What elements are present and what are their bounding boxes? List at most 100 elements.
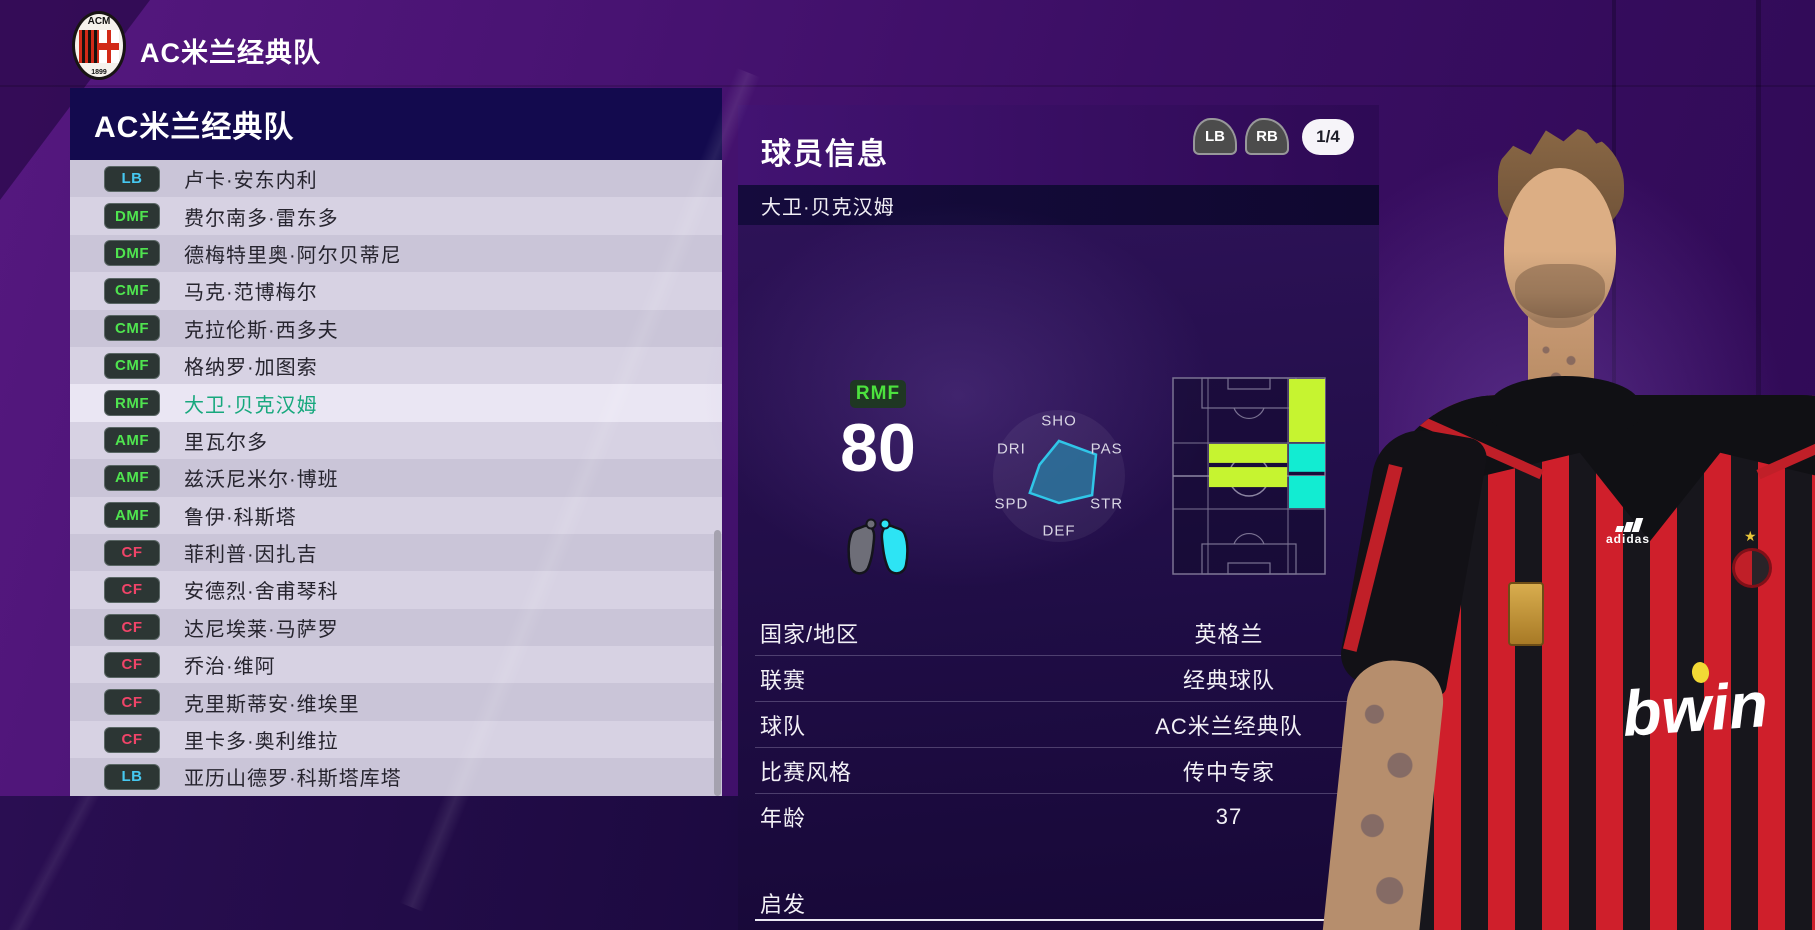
player-list-item[interactable]: LB 亚历山德罗·科斯塔库塔 bbox=[70, 758, 722, 796]
player-details-table: 国家/地区 英格兰 联赛 经典球队 球队 AC米兰经典队 比赛风格 传中专家 年龄 37 bbox=[755, 610, 1357, 840]
player-name-label: 里瓦尔多 bbox=[184, 431, 268, 454]
crest-cross bbox=[99, 30, 119, 63]
player-name-label: 里卡多·奥利维拉 bbox=[184, 731, 339, 754]
player-list-item[interactable]: DMF 德梅特里奥·阿尔贝蒂尼 bbox=[70, 234, 722, 273]
detail-value: 37 bbox=[1215, 804, 1243, 829]
position-zone bbox=[1289, 476, 1325, 509]
player-list-item[interactable]: AMF 里瓦尔多 bbox=[70, 421, 722, 460]
position-badge: DMF bbox=[104, 203, 160, 230]
detail-row: 联赛 经典球队 bbox=[755, 656, 1357, 702]
player-list-item[interactable]: CF 里卡多·奥利维拉 bbox=[70, 720, 722, 759]
position-badge: DMF bbox=[104, 240, 160, 267]
player-name-label: 兹沃尼米尔·博班 bbox=[184, 469, 339, 492]
jersey bbox=[1380, 395, 1815, 930]
player-name-label: 德梅特里奥·阿尔贝蒂尼 bbox=[184, 244, 402, 267]
player-name-label: 大卫·贝克汉姆 bbox=[184, 394, 318, 417]
divider bbox=[0, 85, 1815, 87]
crest-year-text: 1899 bbox=[91, 69, 107, 76]
position-zone bbox=[1289, 443, 1325, 472]
player-list-item[interactable]: DMF 费尔南多·雷东多 bbox=[70, 197, 722, 235]
position-badge: CMF bbox=[104, 277, 160, 304]
page-indicator: 1/4 bbox=[1302, 119, 1354, 155]
player-info-panel: 球员信息 LB RB 1/4 大卫·贝克汉姆 RMF 80 SHO PAS STR DE… bbox=[678, 105, 1379, 930]
player-list-item[interactable]: LB 卢卡·安东内利 bbox=[70, 160, 722, 198]
position-badge: AMF bbox=[104, 464, 160, 491]
player-list-item[interactable]: CMF 格纳罗·加图索 bbox=[70, 346, 722, 385]
position-badge: CMF bbox=[104, 352, 160, 379]
ability-radar-chart bbox=[1028, 439, 1098, 505]
detail-row: 比赛风格 传中专家 bbox=[755, 748, 1357, 794]
position-badge: RMF bbox=[850, 380, 906, 408]
position-badge: RMF bbox=[104, 390, 160, 417]
detail-row: 年龄 37 bbox=[755, 794, 1357, 840]
detail-label: 球队 bbox=[760, 713, 807, 739]
position-pitch-map bbox=[1172, 377, 1326, 575]
detail-label: 比赛风格 bbox=[760, 759, 853, 785]
player-name-label: 乔治·维阿 bbox=[184, 656, 276, 679]
player-list-item[interactable]: CF 安德烈·舍甫琴科 bbox=[70, 571, 722, 609]
player-list-item[interactable]: CF 克里斯蒂安·维埃里 bbox=[70, 683, 722, 721]
detail-label: 联赛 bbox=[760, 667, 807, 693]
position-badge: LB bbox=[104, 165, 160, 192]
list-scrollbar-thumb[interactable] bbox=[714, 530, 721, 796]
inspiration-title: 启发 bbox=[760, 892, 807, 917]
player-list-item[interactable]: CF 乔治·维阿 bbox=[70, 646, 722, 684]
radar-axis-label: DRI bbox=[996, 440, 1026, 457]
sponsor-dot bbox=[1690, 660, 1711, 685]
jersey-yoke bbox=[1380, 395, 1815, 542]
player-list-item[interactable]: CF 达尼埃莱·马萨罗 bbox=[70, 608, 722, 647]
shoulder-button-lb-badge[interactable]: LB bbox=[1193, 118, 1237, 155]
player-name-label: 卢卡·安东内利 bbox=[184, 170, 318, 193]
player-name-label: 亚历山德罗·科斯塔库塔 bbox=[184, 768, 402, 791]
crest-star: ★ bbox=[1744, 528, 1757, 544]
radar-axis-label: SHO bbox=[1041, 412, 1077, 430]
player-name-label: 鲁伊·科斯塔 bbox=[184, 506, 297, 529]
roster-panel: AC米兰经典队 LB 卢卡·安东内利 DMF 费尔南多·雷东多 DMF 德梅特里奥·阿尔贝… bbox=[70, 88, 722, 796]
milan-crest-patch bbox=[1732, 548, 1772, 588]
shoulder-button-rb-badge[interactable]: RB bbox=[1245, 118, 1289, 155]
detail-value: 传中专家 bbox=[1182, 759, 1275, 785]
radar-axis-label: SPD bbox=[994, 495, 1029, 512]
player-face bbox=[1504, 168, 1616, 328]
adidas-logo: adidas bbox=[1606, 518, 1650, 546]
position-badge: AMF bbox=[104, 427, 160, 454]
player-name-label: 格纳罗·加图索 bbox=[184, 357, 318, 380]
player-list-item[interactable]: CMF 马克·范博梅尔 bbox=[70, 272, 722, 310]
player-name-label: 达尼埃莱·马萨罗 bbox=[184, 618, 339, 641]
player-name-label: 克里斯蒂安·维埃里 bbox=[184, 693, 360, 716]
overall-rating: 80 bbox=[840, 410, 916, 486]
team-crest-logo: ACM 1899 bbox=[72, 11, 126, 80]
position-badge: LB bbox=[104, 763, 160, 790]
position-zone bbox=[1209, 443, 1288, 463]
player-name-label: 菲利普·因扎吉 bbox=[184, 544, 318, 567]
background-pillar bbox=[1612, 0, 1616, 930]
crest-stripes bbox=[79, 30, 99, 63]
position-badge: CF bbox=[104, 726, 160, 753]
crest-acm-text: ACM bbox=[87, 16, 111, 27]
position-badge: CF bbox=[104, 689, 160, 716]
position-zone bbox=[1289, 379, 1325, 442]
background-band bbox=[0, 796, 740, 930]
divider bbox=[755, 919, 1357, 921]
roster-panel-title: AC米兰经典队 bbox=[70, 88, 722, 160]
radar-axis-label: DEF bbox=[1042, 522, 1076, 540]
player-neck bbox=[1528, 310, 1594, 420]
detail-row: 国家/地区 英格兰 bbox=[755, 610, 1357, 656]
neck-tattoos bbox=[1536, 336, 1586, 406]
player-name-label: 费尔南多·雷东多 bbox=[184, 207, 339, 230]
player-list-item[interactable]: CF 菲利普·因扎吉 bbox=[70, 533, 722, 572]
preferred-foot-icon bbox=[847, 518, 909, 575]
detail-label: 年龄 bbox=[760, 806, 807, 831]
player-list-item[interactable]: AMF 鲁伊·科斯塔 bbox=[70, 496, 722, 534]
player-list-item[interactable]: CMF 克拉伦斯·西多夫 bbox=[70, 309, 722, 347]
club-world-cup-badge bbox=[1508, 582, 1544, 646]
player-list-item[interactable]: AMF 兹沃尼米尔·博班 bbox=[70, 459, 722, 497]
player-list-item[interactable]: RMF 大卫·贝克汉姆 bbox=[70, 384, 722, 422]
position-zone bbox=[1209, 467, 1288, 488]
player-hair bbox=[1498, 126, 1624, 236]
page-title: AC米兰经典队 bbox=[140, 38, 321, 68]
position-badge: CF bbox=[104, 651, 160, 678]
position-badge: CMF bbox=[104, 315, 160, 342]
position-badge: CF bbox=[104, 576, 160, 603]
